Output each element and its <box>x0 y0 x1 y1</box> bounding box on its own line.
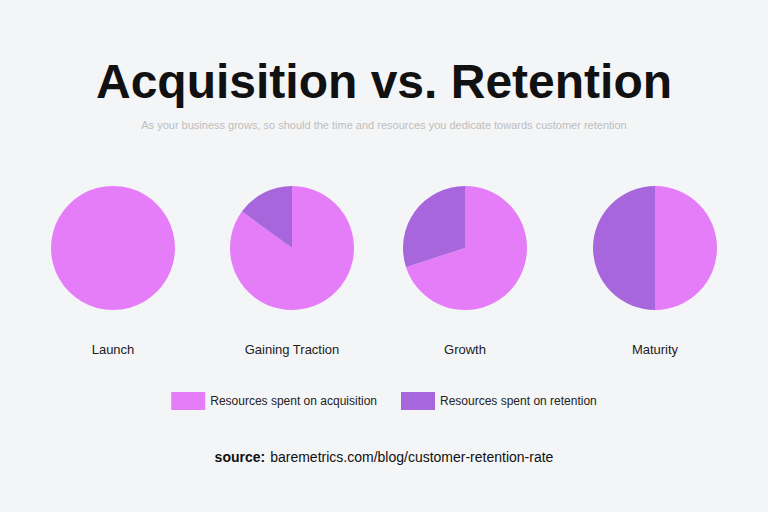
svg-text:Maturity: Maturity <box>632 342 679 357</box>
svg-text:Resources spent on acquisition: Resources spent on acquisition <box>210 394 377 408</box>
svg-text:As your business grows, so sho: As your business grows, so should the ti… <box>141 119 626 131</box>
svg-text:Acquisition vs. Retention: Acquisition vs. Retention <box>96 55 672 108</box>
svg-text:baremetrics.com/blog/customer-: baremetrics.com/blog/customer-retention-… <box>270 449 553 465</box>
svg-text:Launch: Launch <box>92 342 135 357</box>
svg-text:source:: source: <box>215 449 266 465</box>
svg-text:Gaining Traction: Gaining Traction <box>245 342 340 357</box>
svg-text:Growth: Growth <box>444 342 486 357</box>
svg-text:Resources spent on retention: Resources spent on retention <box>440 394 597 408</box>
